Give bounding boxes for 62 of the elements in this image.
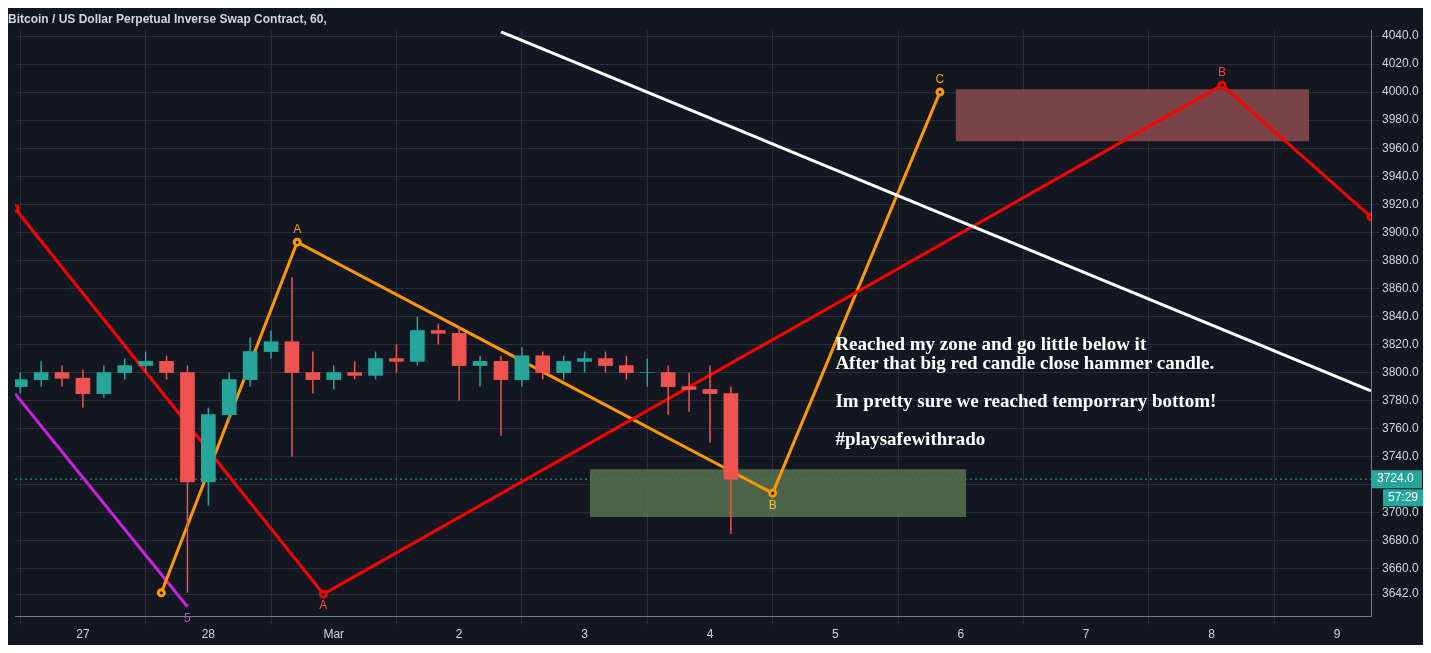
annotation: Im pretty sure we reached temporrary bottom! [835, 389, 1217, 411]
x-tick-label: 8 [1208, 627, 1216, 642]
y-tick-label: 4020.0 [1382, 56, 1420, 71]
candlestick [54, 364, 70, 388]
annotation: C [935, 72, 945, 87]
candlestick [368, 350, 383, 381]
candlestick [556, 355, 571, 381]
text: 57:29 [1388, 490, 1419, 505]
candlestick [347, 360, 362, 381]
y-tick-label: 3980.0 [1382, 112, 1420, 127]
candlestick [389, 343, 404, 374]
y-tick-label: 3800.0 [1382, 364, 1420, 379]
annotation: B [1218, 65, 1227, 80]
y-tick-label: 3920.0 [1382, 196, 1420, 211]
y-tick-label: 3740.0 [1382, 449, 1420, 464]
candlestick [681, 371, 697, 413]
y-tick-label: 3642.0 [1382, 586, 1420, 601]
candlestick [180, 364, 195, 594]
annotation: A [293, 222, 302, 237]
x-tick-label: Mar [323, 627, 345, 642]
annotation: #playsafewithrado [835, 427, 986, 449]
y-tick-label: 3760.0 [1382, 420, 1420, 435]
x-tick-label: 9 [1333, 627, 1341, 642]
candlestick [410, 315, 425, 367]
x-tick-label: 2 [455, 627, 463, 642]
y-tick-label: 3700.0 [1382, 505, 1420, 520]
candlestick [159, 355, 174, 381]
y-tick-label: 4000.0 [1382, 84, 1420, 99]
y-tick-label: 3900.0 [1382, 224, 1420, 239]
annotation: 5 [184, 611, 192, 626]
ref-line-label: 3724.0 [1377, 471, 1415, 486]
x-tick-label: 5 [832, 627, 840, 642]
chart-title: Bitcoin / US Dollar Perpetual Inverse Swap Contract, 60, [8, 11, 327, 26]
annotation: B [768, 497, 777, 512]
x-tick-label: 6 [957, 627, 965, 642]
annotation: Reached my zone and go little below it [835, 332, 1147, 354]
x-tick-label: 3 [581, 627, 589, 642]
x-tick-label: 27 [76, 627, 90, 642]
candlestick [326, 364, 342, 391]
candlestick [430, 322, 446, 346]
candlestick [660, 364, 676, 416]
y-tick-label: 3840.0 [1382, 308, 1420, 323]
y-tick-label: 3960.0 [1382, 140, 1420, 155]
y-tick-label: 3680.0 [1382, 533, 1420, 548]
y-tick-label: 3780.0 [1382, 392, 1420, 407]
y-tick-label: 4040.0 [1382, 28, 1420, 43]
candlestick [598, 350, 613, 374]
x-tick-label: 28 [201, 627, 216, 642]
y-tick-label: 3660.0 [1382, 561, 1420, 576]
annotation: A [319, 598, 328, 613]
candlestick [117, 357, 133, 381]
candlestick [639, 357, 655, 388]
y-tick-label: 3860.0 [1382, 280, 1420, 295]
y-tick-label: 3940.0 [1382, 168, 1420, 183]
candlestick [577, 350, 592, 374]
candlestick [619, 355, 634, 381]
y-tick-label: 3820.0 [1382, 336, 1420, 351]
y-tick-label: 3880.0 [1382, 252, 1420, 267]
candlestick [535, 350, 551, 381]
x-tick-label: 7 [1082, 627, 1090, 642]
candlestick [138, 350, 153, 374]
x-tick-label: 4 [706, 627, 714, 642]
